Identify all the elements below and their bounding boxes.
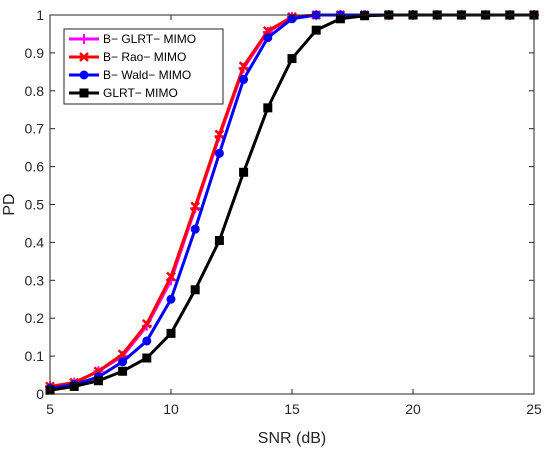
- y-tick-label: 0.2: [25, 310, 45, 326]
- legend-label: GLRT− MIMO: [103, 86, 178, 100]
- data-point: [311, 25, 321, 35]
- legend-label: B− Rao− MIMO: [103, 50, 186, 64]
- legend-marker: [79, 88, 89, 98]
- data-point: [262, 26, 273, 36]
- legend: B− GLRT− MIMO B− Rao− MIMO B− Wald− MIMO GL…: [63, 28, 224, 105]
- tick-layer: 5 10 15 20 25 0 0.1 0.2 0.3 0.4 0.5 0.6 0.7 0.8 0.9 1: [25, 7, 542, 417]
- legend-entry: B− Rao− MIMO: [69, 50, 186, 64]
- data-point: [190, 224, 200, 234]
- y-tick-label: 0.1: [25, 348, 45, 364]
- legend-marker: [79, 34, 89, 44]
- data-point: [287, 54, 297, 64]
- legend-marker: [79, 52, 89, 62]
- data-point: [142, 336, 152, 346]
- data-point: [69, 381, 79, 391]
- data-point: [214, 129, 225, 140]
- data-point: [263, 103, 273, 113]
- legend-label: B− Wald− MIMO: [103, 68, 191, 82]
- data-point: [118, 366, 128, 376]
- data-point: [214, 236, 224, 246]
- data-point: [263, 33, 273, 43]
- y-tick-label: 1: [36, 7, 44, 23]
- legend-entry: GLRT− MIMO: [69, 86, 178, 100]
- x-tick-label: 20: [405, 401, 421, 417]
- y-tick-label: 0.3: [25, 272, 45, 288]
- legend-label: B− GLRT− MIMO: [103, 32, 196, 46]
- legend-marker: [79, 70, 89, 80]
- y-tick-label: 0.8: [25, 83, 45, 99]
- data-point: [166, 294, 176, 304]
- data-point: [190, 201, 201, 212]
- data-point: [239, 167, 249, 177]
- y-tick-label: 0.5: [25, 197, 45, 213]
- data-point: [239, 74, 249, 84]
- data-point: [335, 14, 345, 24]
- data-point: [238, 61, 249, 72]
- y-tick-label: 0.6: [25, 159, 45, 175]
- y-tick-label: 0.4: [25, 234, 45, 250]
- y-tick-label: 0.7: [25, 121, 45, 137]
- x-tick-label: 5: [46, 401, 54, 417]
- x-tick-label: 25: [526, 401, 542, 417]
- data-point: [117, 349, 128, 360]
- data-point: [93, 376, 103, 386]
- data-point: [141, 319, 152, 329]
- data-point: [360, 11, 370, 21]
- data-point: [166, 271, 176, 282]
- legend-entry: B− GLRT− MIMO: [69, 32, 196, 46]
- data-point: [166, 328, 176, 338]
- legend-entry: B− Wald− MIMO: [69, 68, 191, 82]
- data-point: [142, 353, 152, 363]
- x-axis-label: SNR (dB): [258, 430, 326, 447]
- data-point: [190, 285, 200, 295]
- data-point: [118, 357, 128, 367]
- y-axis-label: PD: [1, 193, 18, 215]
- y-tick-label: 0: [36, 386, 44, 402]
- x-tick-label: 10: [163, 401, 179, 417]
- data-point: [214, 148, 224, 158]
- x-tick-label: 15: [284, 401, 300, 417]
- y-tick-label: 0.9: [25, 45, 45, 61]
